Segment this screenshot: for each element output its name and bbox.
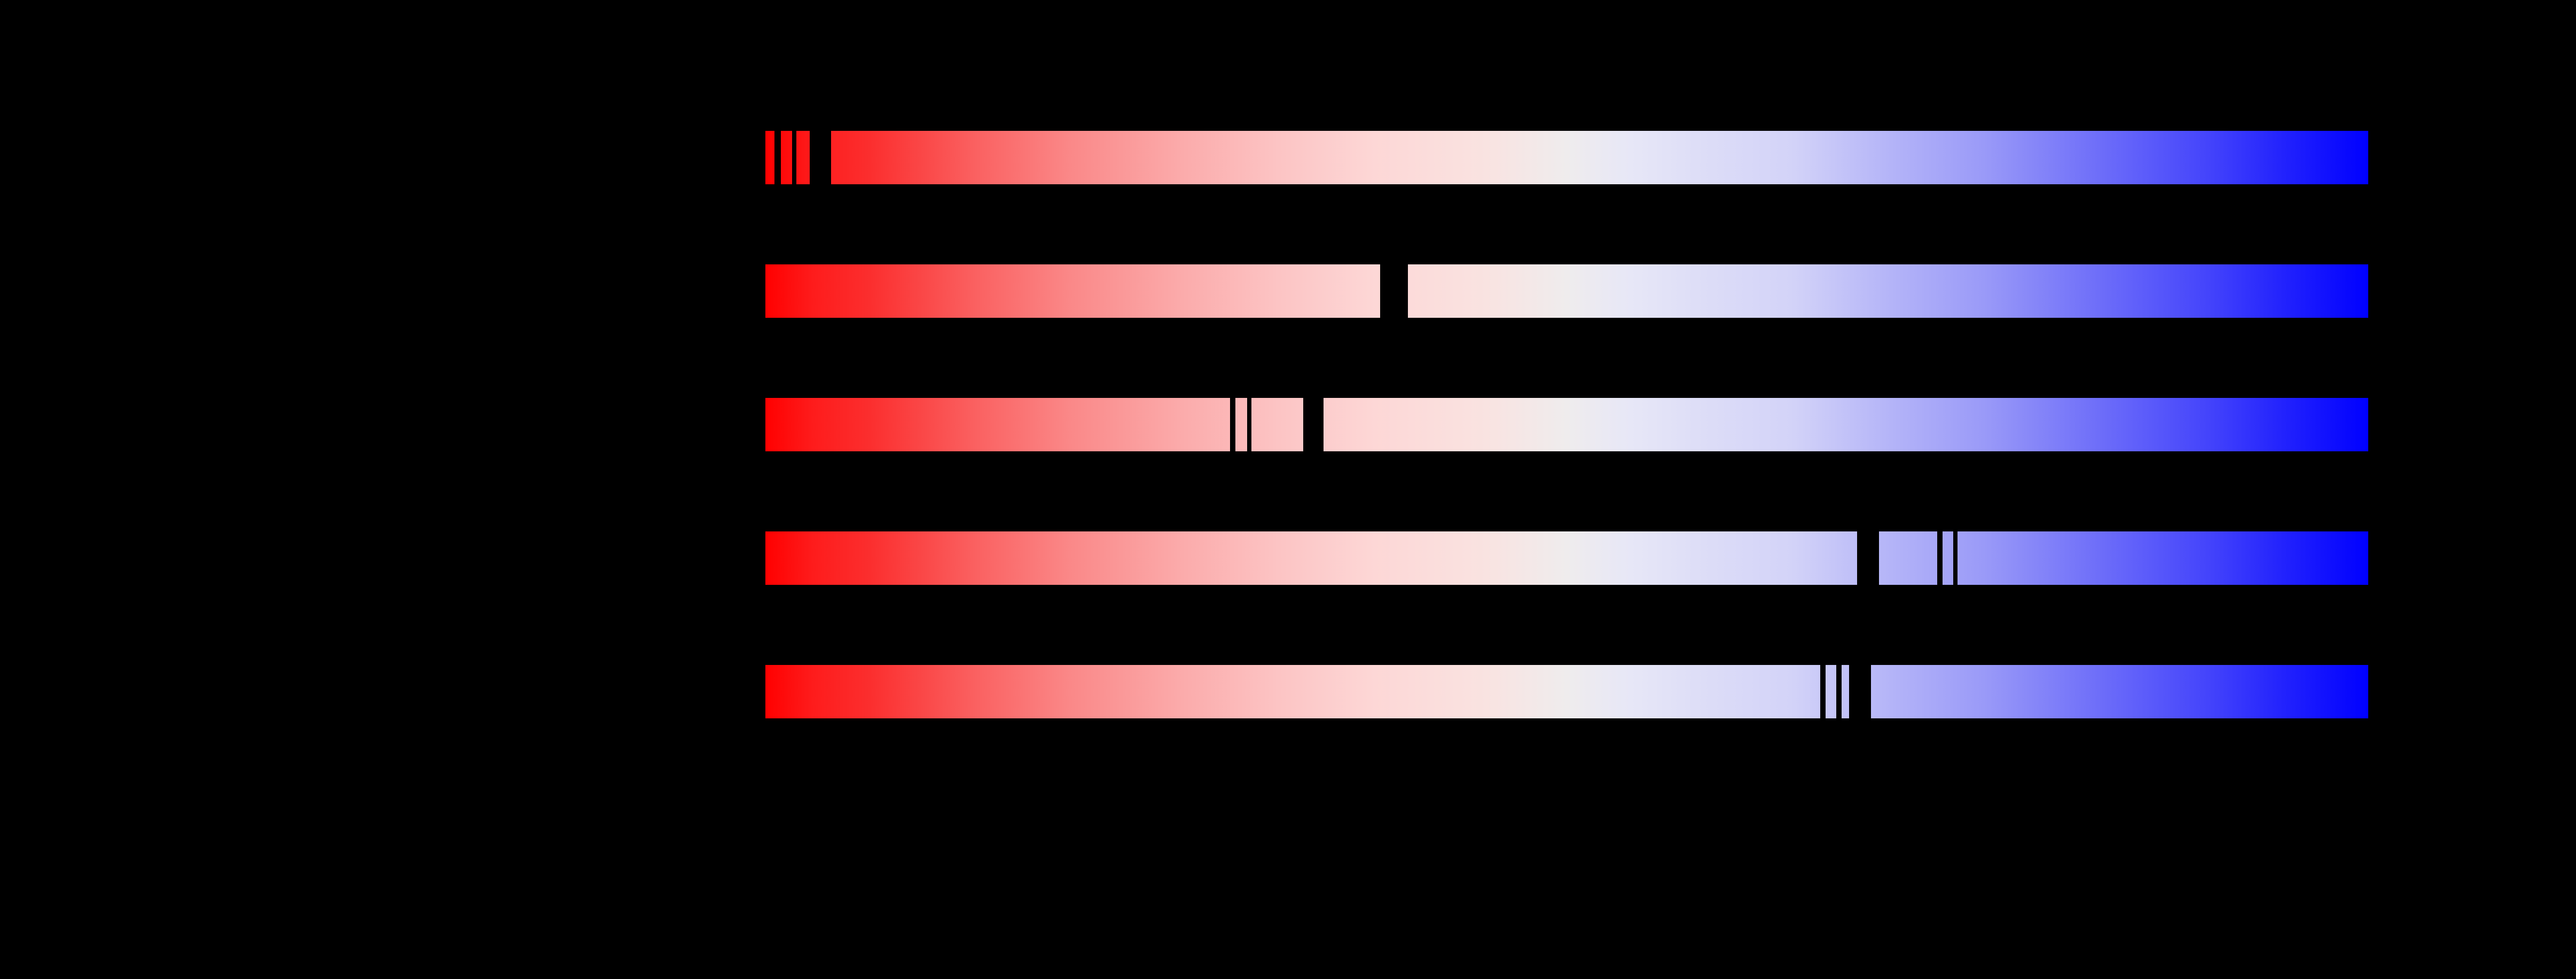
- tick-mark: [1857, 531, 1880, 585]
- tick-mark: [1849, 665, 1872, 718]
- tick-mark: [1937, 531, 1943, 585]
- gradient-bar-row-3: [765, 398, 2368, 451]
- tick-mark: [1247, 398, 1251, 451]
- tick-mark: [1303, 398, 1324, 451]
- tick-mark: [1820, 665, 1826, 718]
- gradient-bar-row-5: [765, 665, 2368, 718]
- tick-mark: [1230, 398, 1235, 451]
- tick-mark: [810, 131, 832, 184]
- tick-mark: [1380, 264, 1408, 318]
- gradient-bar-row-4: [765, 531, 2368, 585]
- gradient-bar-row-1: [765, 131, 2368, 184]
- tick-mark: [1836, 665, 1842, 718]
- tick-mark: [792, 131, 796, 184]
- gradient-bar-row-2: [765, 264, 2368, 318]
- tick-mark: [1953, 531, 1958, 585]
- tick-mark: [774, 131, 781, 184]
